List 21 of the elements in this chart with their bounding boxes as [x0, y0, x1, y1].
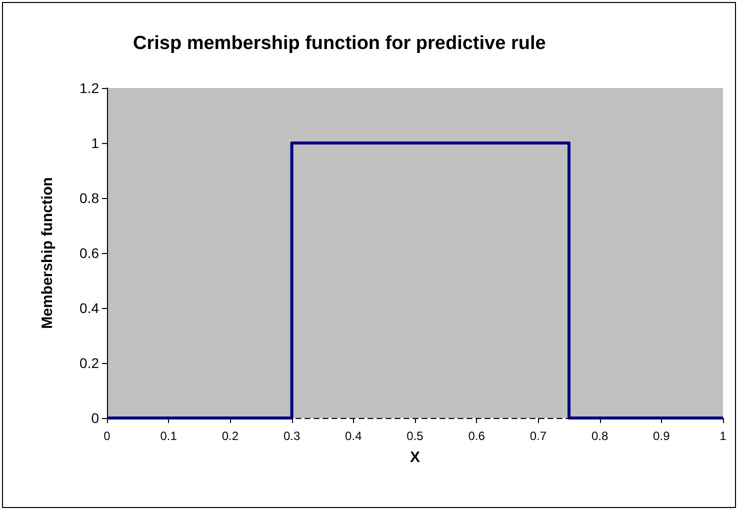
y-tick-label: 0.6: [80, 245, 100, 261]
x-tick-label: 0.8: [591, 429, 608, 443]
x-axis-title: X: [410, 449, 420, 466]
y-axis-title: Membership function: [39, 177, 56, 329]
y-tick-label: 1.2: [80, 80, 100, 96]
x-tick-label: 0.6: [468, 429, 486, 443]
y-tick-label: 0.4: [80, 300, 100, 316]
y-tick-label: 1: [91, 135, 100, 151]
x-tick-label: 0: [104, 429, 111, 443]
y-tick-label: 0.8: [80, 190, 100, 206]
x-tick-label: 1: [720, 429, 727, 443]
x-tick-label: 0.4: [345, 429, 362, 443]
x-tick-label: 0.1: [160, 429, 178, 443]
y-tick-label: 0: [91, 410, 100, 426]
chart-title: Crisp membership function for predictive rule: [133, 33, 546, 54]
x-tick-label: 0.9: [653, 429, 670, 443]
x-tick-label: 0.2: [222, 429, 239, 443]
x-tick-label: 0.7: [530, 429, 547, 443]
x-tick-label: 0.5: [406, 429, 424, 443]
y-tick-label: 0.2: [80, 355, 100, 371]
x-tick-label: 0.3: [283, 429, 300, 443]
